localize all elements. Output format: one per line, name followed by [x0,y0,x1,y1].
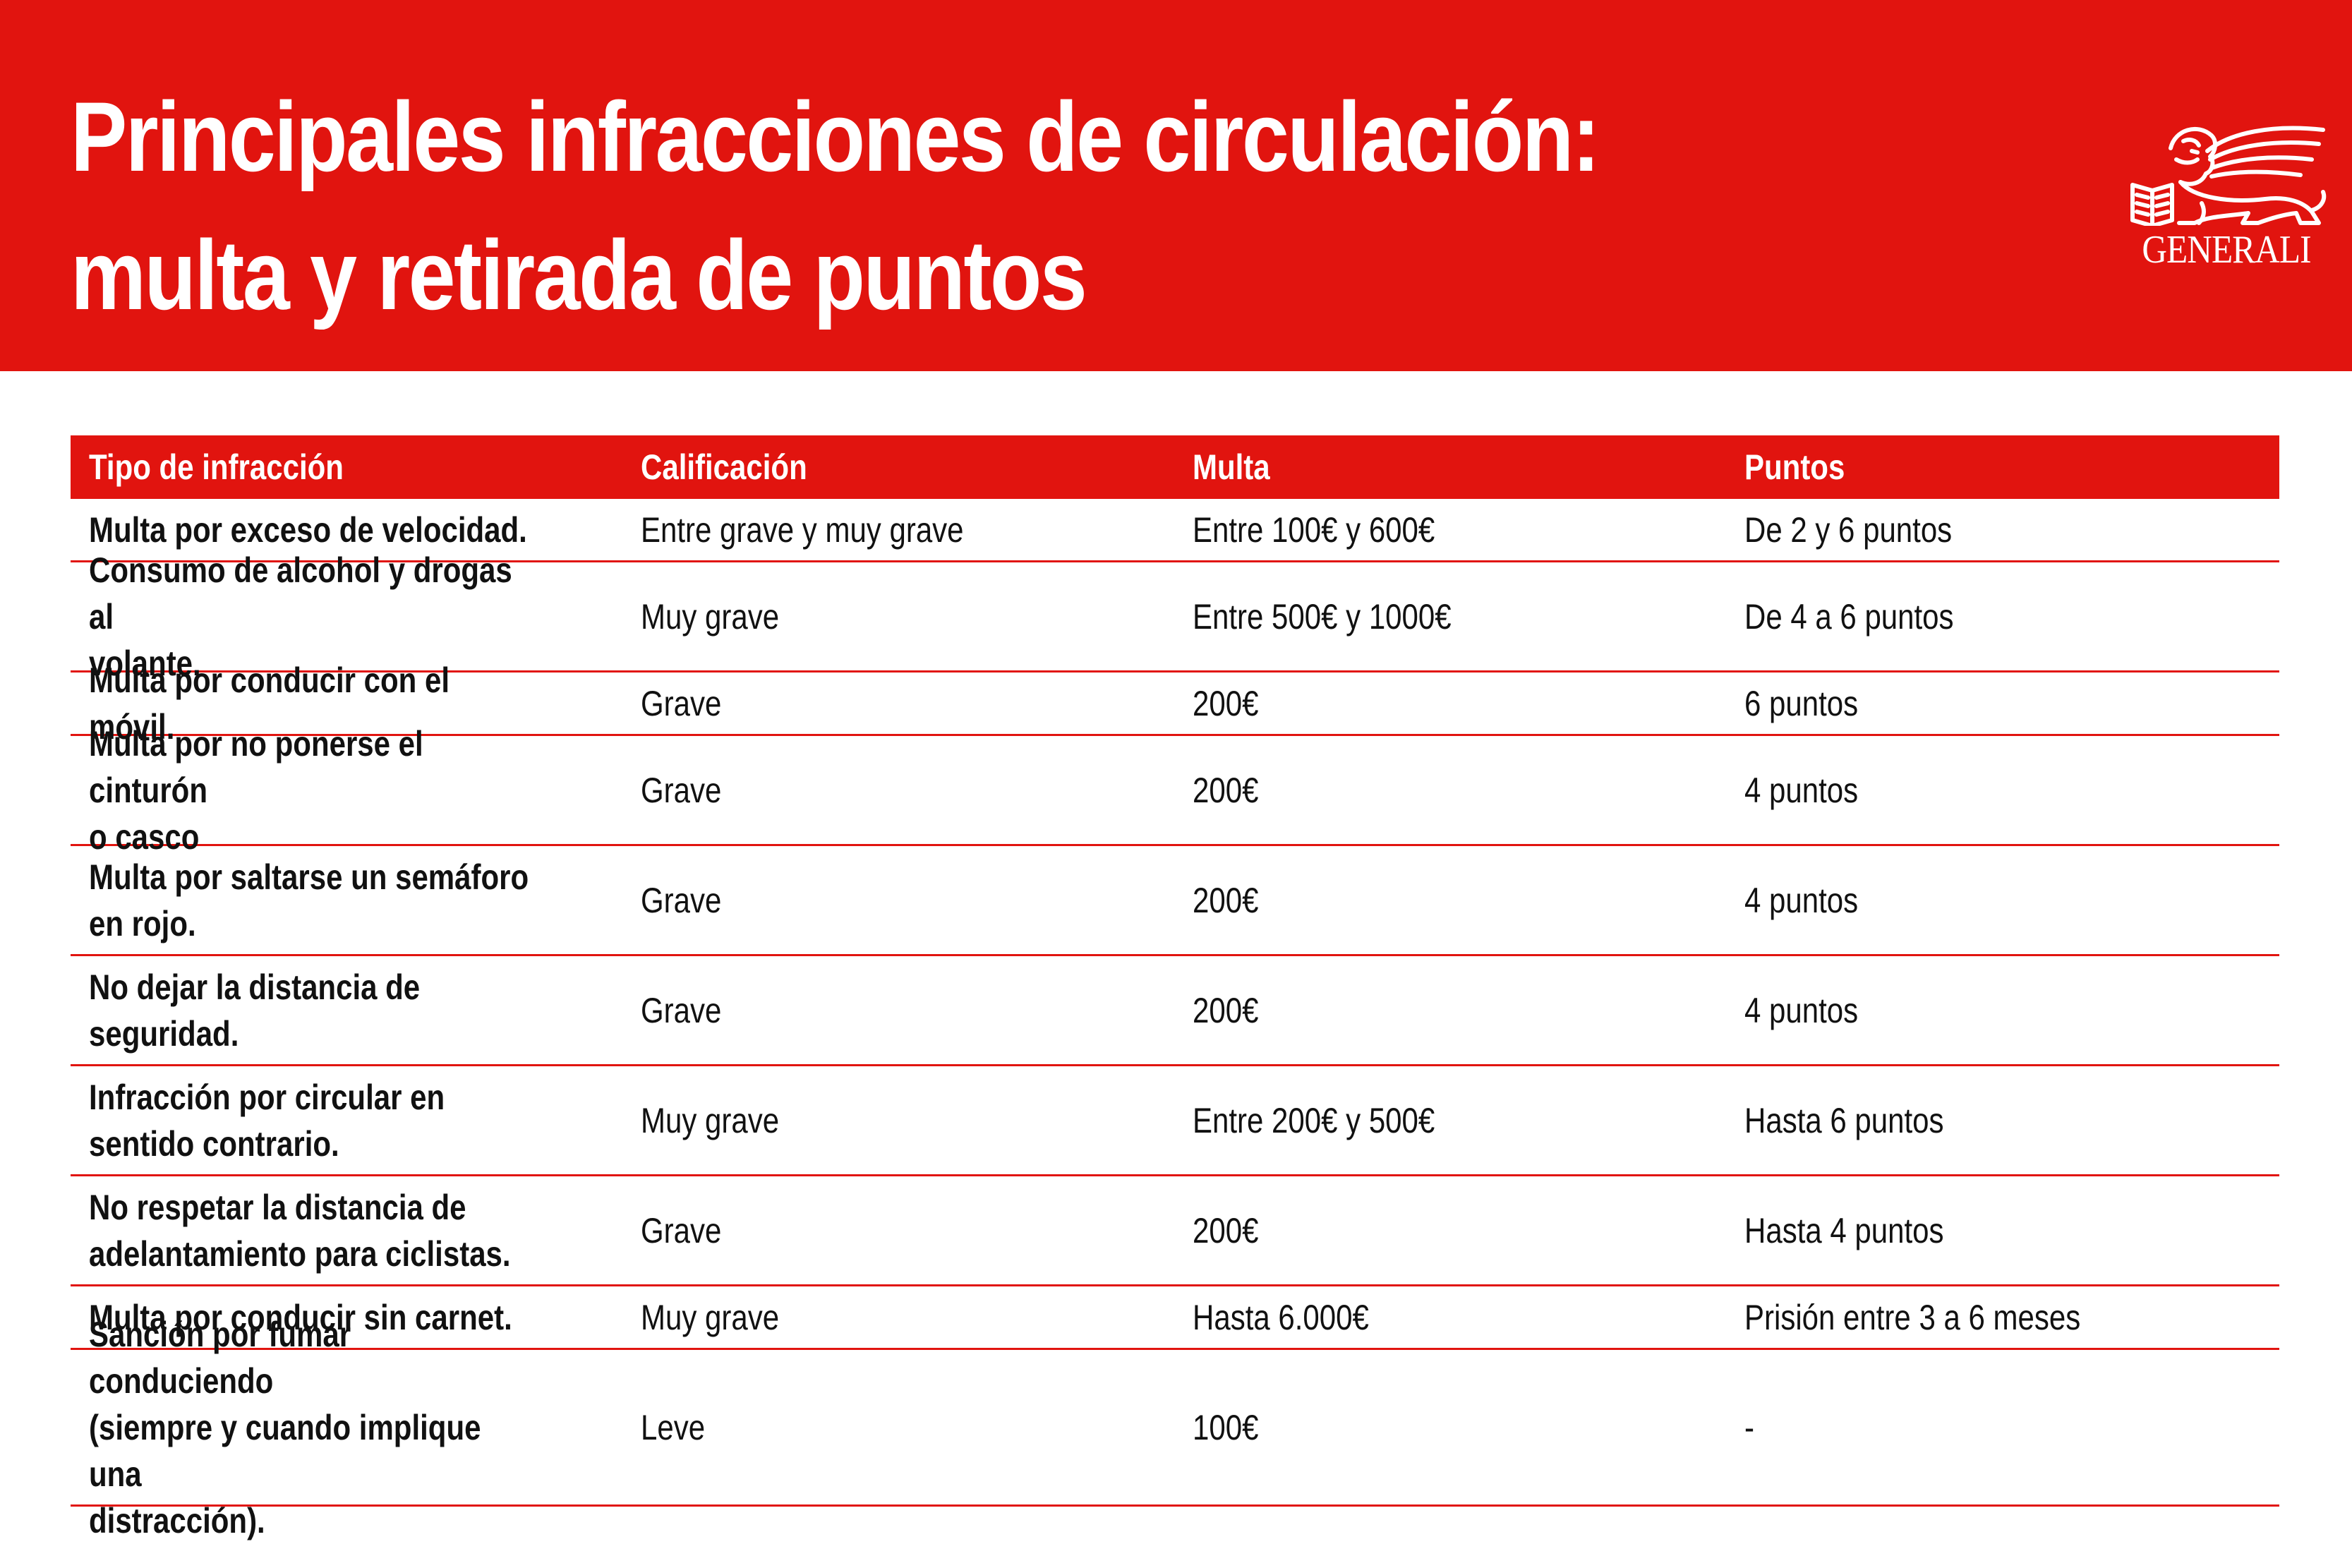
table-row: Multa por conducir sin carnet. Muy grave… [71,1286,2279,1350]
cell-puntos: 4 puntos [1744,990,1859,1030]
table-row: Multa por saltarse un semáforo en rojo. … [71,846,2279,956]
cell-tipo: No respetar la distancia de adelantamien… [89,1187,511,1274]
cell-multa: Entre 100€ y 600€ [1193,509,1435,550]
header-banner: Principales infracciones de circulación:… [0,0,2352,371]
cell-multa: 100€ [1193,1407,1259,1447]
table-row: Multa por exceso de velocidad. Entre gra… [71,499,2279,562]
cell-calificacion: Grave [641,1210,722,1250]
generali-logo-text: GENERALI [2142,228,2311,272]
cell-multa: 200€ [1193,683,1259,723]
table-header-row: Tipo de infracción Calificación Multa Pu… [71,435,2279,499]
winged-lion-logo-icon [2130,126,2327,226]
column-header-tipo: Tipo de infracción [89,447,344,487]
cell-calificacion: Entre grave y muy grave [641,509,964,550]
cell-puntos: - [1744,1407,1754,1447]
cell-puntos: Prisión entre 3 a 6 meses [1744,1297,2081,1337]
cell-calificacion: Grave [641,683,722,723]
table-row: Multa por conducir con el móvil. Grave 2… [71,660,2279,747]
cell-tipo: No dejar la distancia de seguridad. [89,967,421,1054]
table-row: Consumo de alcohol y drogas al volante. … [71,550,2279,683]
column-header-calificacion: Calificación [641,447,807,487]
cell-puntos: De 4 a 6 puntos [1744,596,1954,637]
cell-tipo: Multa por conducir sin carnet. [89,1297,512,1337]
page-title-line-2: multa y retirada de puntos [71,219,1087,330]
cell-tipo: Multa por no ponerse el cinturón o casco [89,723,423,857]
table-row: Infracción por circular en sentido contr… [71,1066,2279,1176]
column-header-multa: Multa [1193,447,1270,487]
generali-logo: GENERALI [2124,120,2329,275]
table-row: Multa por no ponerse el cinturón o casco… [71,723,2279,857]
table-row: No respetar la distancia de adelantamien… [71,1176,2279,1286]
cell-tipo: Multa por exceso de velocidad. [89,509,527,550]
cell-calificacion: Grave [641,880,722,920]
cell-puntos: 4 puntos [1744,880,1859,920]
cell-calificacion: Muy grave [641,596,780,637]
infractions-table: Tipo de infracción Calificación Multa Pu… [71,435,2279,1540]
cell-calificacion: Muy grave [641,1100,780,1140]
cell-tipo: Sanción por fumar conduciendo (siempre y… [89,1314,481,1540]
cell-multa: Entre 500€ y 1000€ [1193,596,1452,637]
cell-tipo: Multa por saltarse un semáforo en rojo. [89,857,529,943]
column-header-puntos: Puntos [1744,447,1845,487]
cell-calificacion: Muy grave [641,1297,780,1337]
page-title-line-1: Principales infracciones de circulación: [71,81,1600,192]
cell-tipo: Consumo de alcohol y drogas al volante. [89,550,512,683]
cell-calificacion: Leve [641,1407,706,1447]
cell-multa: Entre 200€ y 500€ [1193,1100,1435,1140]
cell-tipo: Multa por conducir con el móvil. [89,660,450,747]
page-title: Principales infracciones de circulación:… [71,68,1600,344]
cell-tipo: Infracción por circular en sentido contr… [89,1077,445,1164]
cell-multa: 200€ [1193,770,1259,810]
cell-multa: 200€ [1193,990,1259,1030]
cell-puntos: 6 puntos [1744,683,1859,723]
cell-puntos: Hasta 4 puntos [1744,1210,1944,1250]
table-row: No dejar la distancia de seguridad. Grav… [71,956,2279,1066]
cell-multa: 200€ [1193,1210,1259,1250]
cell-calificacion: Grave [641,990,722,1030]
cell-puntos: 4 puntos [1744,770,1859,810]
cell-puntos: Hasta 6 puntos [1744,1100,1944,1140]
table-row: Sanción por fumar conduciendo (siempre y… [71,1314,2279,1540]
cell-calificacion: Grave [641,770,722,810]
cell-puntos: De 2 y 6 puntos [1744,509,1953,550]
cell-multa: Hasta 6.000€ [1193,1297,1369,1337]
cell-multa: 200€ [1193,880,1259,920]
